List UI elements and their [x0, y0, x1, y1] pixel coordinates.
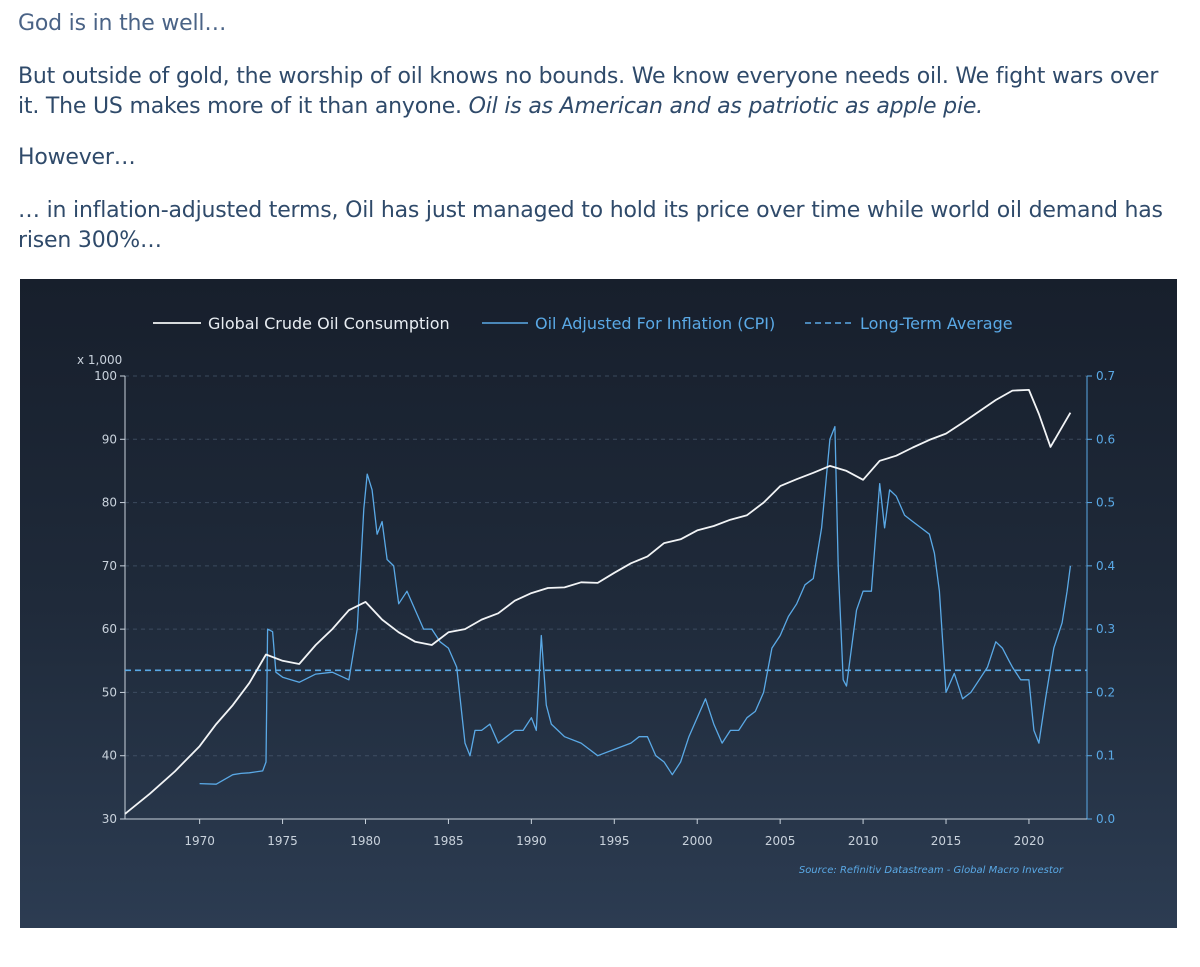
right-tick-label: 0.7: [1096, 369, 1115, 383]
x-tick-label: 1975: [267, 834, 298, 848]
left-axis-unit: x 1,000: [77, 353, 122, 367]
left-tick-label: 50: [102, 685, 117, 699]
x-tick-label: 1990: [516, 834, 547, 848]
right-tick-label: 0.4: [1096, 559, 1115, 573]
x-tick-label: 1980: [350, 834, 381, 848]
legend-label-consumption: Global Crude Oil Consumption: [208, 314, 450, 333]
italic-quote: Oil is as American and as patriotic as a…: [468, 94, 984, 119]
x-tick-label: 2000: [682, 834, 713, 848]
right-tick-label: 0.1: [1096, 749, 1115, 763]
paragraph-text: But outside of gold, the worship of oil …: [18, 64, 1159, 119]
left-tick-label: 70: [102, 559, 117, 573]
right-tick-label: 0.0: [1096, 812, 1115, 826]
series-oil-adjusted-for-inflation: [199, 425, 1072, 785]
chart-source: Source: Refinitiv Datastream - Global Ma…: [799, 865, 1064, 876]
left-tick-label: 60: [102, 622, 117, 636]
right-tick-label: 0.6: [1096, 432, 1115, 446]
legend-label-average: Long-Term Average: [860, 314, 1013, 333]
left-tick-label: 100: [94, 369, 117, 383]
right-tick-label: 0.2: [1096, 685, 1115, 699]
series-global-crude-oil-consumption: [124, 389, 1072, 815]
right-tick-label: 0.5: [1096, 496, 1115, 510]
x-tick-label: 1970: [184, 834, 215, 848]
oil-chart: 30 40 50 60 70 80 90 100 x 1,000 0.0 0.1 0.2 0.3 0.4 0…: [77, 314, 1115, 876]
x-tick-label: 2015: [931, 834, 962, 848]
left-tick-label: 30: [102, 812, 117, 826]
article-paragraph-inflation: … in inflation-adjusted terms, Oil has j…: [18, 198, 1163, 253]
x-tick-label: 1995: [599, 834, 630, 848]
article-heading: God is in the well…: [18, 11, 227, 36]
left-tick-label: 40: [102, 749, 117, 763]
chart-panel: 30 40 50 60 70 80 90 100 x 1,000 0.0 0.1 0.2 0.3 0.4 0…: [20, 279, 1177, 928]
article-paragraph-however: However…: [18, 145, 136, 170]
right-tick-label: 0.3: [1096, 622, 1115, 636]
left-tick-label: 90: [102, 432, 117, 446]
legend-label-oil-cpi: Oil Adjusted For Inflation (CPI): [535, 314, 775, 333]
x-tick-label: 1985: [433, 834, 464, 848]
article-paragraph-oil: But outside of gold, the worship of oil …: [18, 62, 1183, 122]
x-tick-label: 2020: [1014, 834, 1045, 848]
x-tick-label: 2005: [765, 834, 796, 848]
left-tick-label: 80: [102, 496, 117, 510]
x-tick-label: 2010: [848, 834, 879, 848]
